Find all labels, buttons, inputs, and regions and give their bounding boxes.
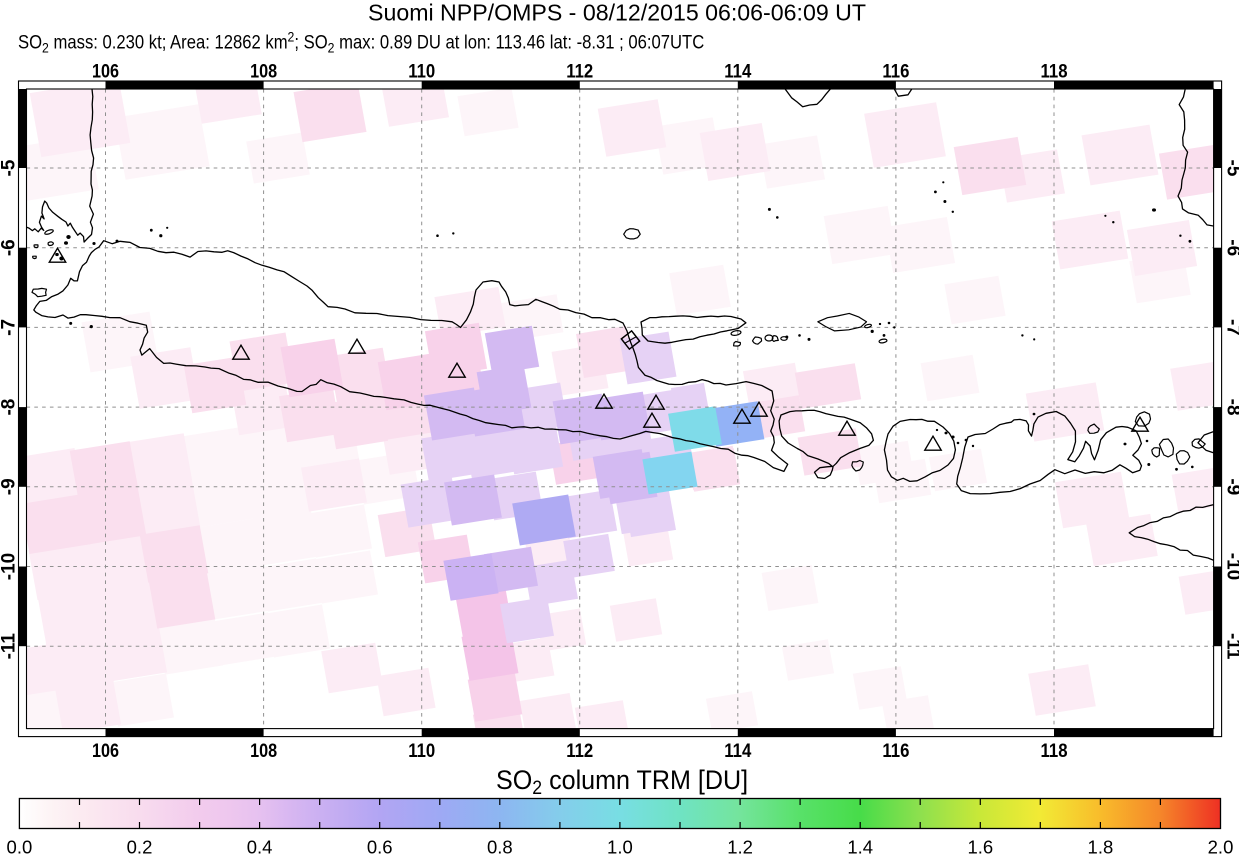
- svg-text:-7: -7: [1223, 319, 1239, 336]
- svg-text:114: 114: [724, 62, 751, 83]
- svg-text:118: 118: [1041, 62, 1068, 83]
- svg-text:106: 106: [92, 62, 119, 83]
- svg-text:-11: -11: [0, 633, 20, 660]
- svg-text:114: 114: [724, 741, 751, 762]
- svg-text:0.4: 0.4: [247, 837, 273, 856]
- svg-text:116: 116: [882, 62, 909, 83]
- svg-text:116: 116: [882, 741, 909, 762]
- svg-text:-5: -5: [1223, 160, 1239, 177]
- svg-text:1.6: 1.6: [967, 837, 993, 856]
- svg-text:108: 108: [250, 741, 277, 762]
- svg-text:112: 112: [566, 741, 593, 762]
- svg-text:2.0: 2.0: [1208, 837, 1234, 856]
- svg-text:-9: -9: [1223, 478, 1239, 495]
- svg-text:-10: -10: [1223, 553, 1239, 580]
- svg-text:-6: -6: [1223, 239, 1239, 256]
- svg-text:1.4: 1.4: [847, 837, 873, 856]
- svg-text:-7: -7: [0, 319, 20, 336]
- svg-text:118: 118: [1041, 741, 1068, 762]
- svg-text:-11: -11: [1223, 633, 1239, 660]
- svg-text:SO2 mass: 0.230 kt; Area: 1286: SO2 mass: 0.230 kt; Area: 12862 km2; SO2…: [18, 29, 704, 56]
- svg-text:-9: -9: [0, 478, 20, 495]
- svg-text:110: 110: [408, 62, 435, 83]
- svg-text:108: 108: [250, 62, 277, 83]
- svg-text:106: 106: [92, 741, 119, 762]
- svg-text:1.2: 1.2: [727, 837, 753, 856]
- svg-text:-6: -6: [0, 239, 20, 256]
- svg-text:0.2: 0.2: [127, 837, 153, 856]
- svg-text:-5: -5: [0, 159, 20, 176]
- svg-text:-8: -8: [0, 399, 20, 416]
- svg-text:112: 112: [566, 62, 593, 83]
- svg-text:0.6: 0.6: [367, 837, 393, 856]
- svg-text:110: 110: [408, 741, 435, 762]
- svg-text:-10: -10: [0, 553, 20, 580]
- svg-text:0.0: 0.0: [7, 837, 33, 856]
- svg-text:1.0: 1.0: [607, 837, 633, 856]
- svg-text:0.8: 0.8: [487, 837, 513, 856]
- svg-text:1.8: 1.8: [1088, 837, 1114, 856]
- svg-text:-8: -8: [1223, 399, 1239, 416]
- svg-text:Suomi NPP/OMPS - 08/12/2015 06: Suomi NPP/OMPS - 08/12/2015 06:06-06:09 …: [368, 0, 866, 26]
